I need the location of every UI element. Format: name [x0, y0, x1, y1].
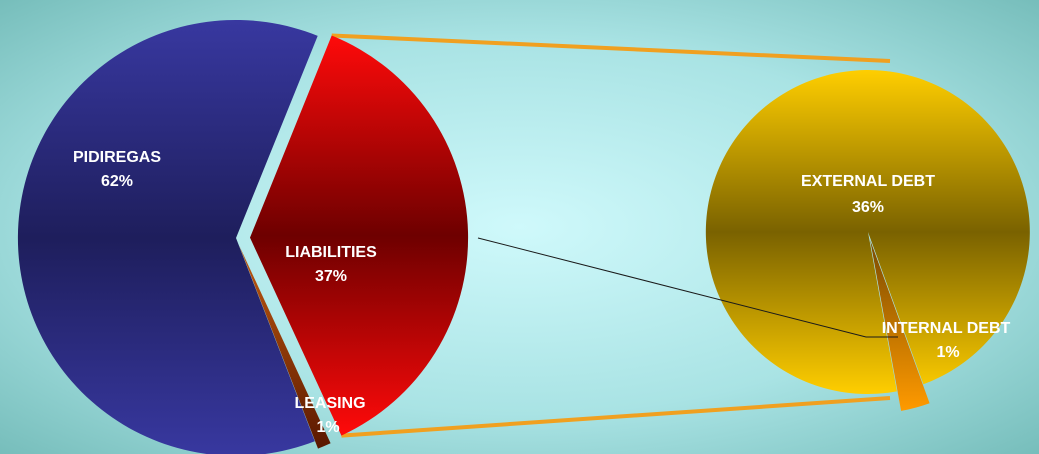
data-label-internal-debt-value: 1% [936, 344, 959, 361]
data-label-leasing-value: 1% [316, 419, 339, 436]
pie-slice-leasing[interactable] [239, 245, 331, 449]
pie-slice-internal-debt[interactable] [870, 239, 930, 411]
data-label-leasing-name: LEASING [294, 395, 365, 412]
pie-slice-pidiregas[interactable] [17, 19, 318, 454]
pie-slice-external-debt[interactable] [705, 70, 1030, 395]
main-pie [17, 19, 469, 454]
data-label-pidiregas-value: 62% [101, 173, 133, 190]
data-label-liabilities-value: 37% [315, 268, 347, 285]
data-label-external-debt-name: EXTERNAL DEBT [801, 173, 935, 190]
connector-line-bottom [341, 396, 891, 438]
data-label-internal-debt-name: INTERNAL DEBT [882, 320, 1011, 337]
data-label-liabilities-name: LIABILITIES [285, 244, 377, 261]
breakdown-pie [705, 70, 1030, 411]
data-label-external-debt-value: 36% [852, 199, 884, 216]
connector-line-top [331, 33, 891, 63]
data-label-pidiregas-name: PIDIREGAS [73, 149, 161, 166]
pie-slice-liabilities[interactable] [249, 35, 469, 436]
leader-line-internal-debt [477, 237, 898, 338]
